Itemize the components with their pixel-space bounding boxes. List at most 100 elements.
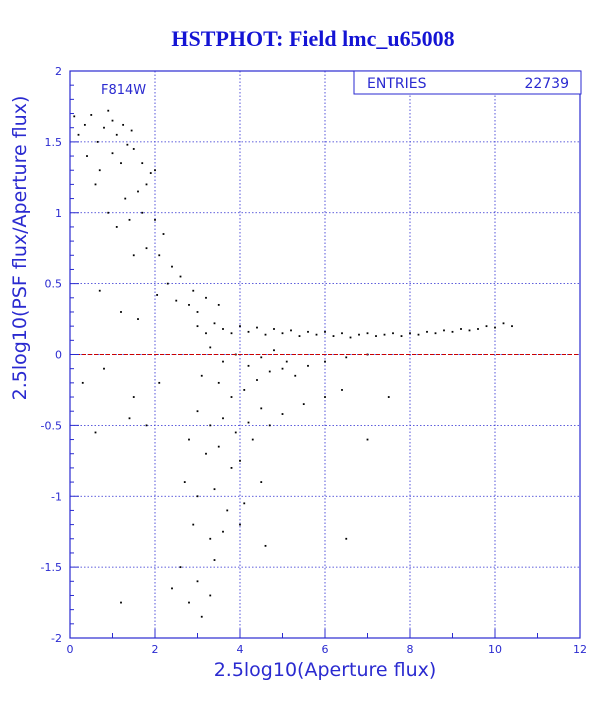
data-point	[302, 403, 305, 406]
stats-box-frame	[353, 70, 582, 95]
x-tick-label: 10	[488, 643, 502, 656]
data-point	[86, 155, 88, 157]
data-point	[107, 109, 110, 112]
data-point	[213, 488, 216, 491]
data-point	[243, 389, 246, 391]
data-point	[128, 417, 131, 420]
data-point	[171, 265, 173, 268]
data-point	[264, 333, 267, 336]
data-point	[324, 360, 326, 363]
x-tick-label: 0	[67, 643, 74, 656]
x-tick-label: 6	[322, 643, 329, 656]
data-point	[502, 322, 505, 325]
data-point	[247, 421, 250, 424]
data-point	[358, 333, 360, 336]
data-point	[192, 289, 195, 292]
data-point	[234, 431, 237, 434]
data-point	[107, 211, 110, 214]
y-tick-label: 2	[55, 65, 62, 78]
axis-ticks: 0 2 4 6 8 10 12 -2 -1.5 -1 -0.5 0 0.5 1 1.5 2	[41, 65, 587, 656]
data-point	[383, 333, 386, 336]
data-point	[122, 123, 125, 126]
data-point	[128, 218, 131, 221]
data-point	[156, 294, 159, 296]
data-point	[247, 330, 250, 333]
data-point	[366, 438, 369, 441]
data-point	[511, 325, 513, 328]
data-point	[145, 183, 148, 186]
data-point	[120, 162, 122, 165]
data-point	[179, 566, 182, 569]
data-point	[98, 169, 101, 172]
data-point	[145, 247, 148, 250]
data-point	[137, 318, 139, 320]
data-point	[392, 332, 394, 335]
data-point	[154, 218, 156, 221]
data-point	[315, 333, 318, 336]
data-point	[222, 360, 224, 363]
data-point	[324, 330, 326, 333]
data-point	[230, 467, 233, 469]
data-point	[375, 335, 377, 337]
data-point	[158, 381, 161, 384]
data-point	[217, 381, 220, 384]
data-point	[166, 282, 169, 285]
data-point	[183, 481, 186, 483]
data-point	[217, 445, 220, 448]
data-point	[77, 133, 80, 136]
data-point	[205, 296, 207, 299]
data-point	[222, 328, 224, 330]
data-point	[141, 162, 144, 165]
data-point	[188, 601, 190, 604]
data-point	[96, 140, 99, 143]
data-point	[260, 407, 263, 410]
data-point	[260, 481, 263, 483]
data-point	[83, 123, 86, 126]
data-point	[179, 275, 182, 278]
data-point	[341, 332, 343, 335]
data-point	[94, 183, 97, 186]
data-point	[196, 311, 199, 313]
x-tick-label: 12	[573, 643, 587, 656]
data-point	[103, 126, 105, 129]
data-point	[264, 544, 267, 547]
data-point	[324, 396, 326, 398]
data-point	[120, 311, 122, 313]
data-point	[434, 332, 437, 335]
data-point	[239, 459, 241, 462]
data-point	[111, 152, 114, 155]
data-point	[345, 537, 348, 540]
data-point	[196, 410, 199, 413]
x-tick-label: 2	[152, 643, 159, 656]
data-point	[268, 424, 271, 427]
data-point	[205, 452, 207, 455]
data-point	[281, 367, 284, 370]
data-point	[200, 615, 203, 618]
data-point	[247, 364, 250, 367]
data-point	[130, 129, 133, 132]
data-point	[230, 332, 233, 335]
data-point	[171, 587, 173, 590]
data-point	[209, 346, 212, 349]
data-point	[196, 495, 199, 498]
data-point	[294, 374, 297, 377]
data-point	[213, 322, 216, 325]
data-point	[298, 335, 301, 337]
stats-entries-label: ENTRIES	[367, 76, 427, 92]
y-tick-label: 0.5	[45, 278, 63, 291]
data-point	[409, 332, 411, 335]
data-point	[115, 226, 118, 228]
data-point	[209, 594, 212, 597]
data-point	[345, 356, 348, 359]
data-point	[366, 332, 369, 335]
data-point	[213, 559, 216, 561]
chart-title: HSTPHOT: Field lmc_u65008	[171, 26, 454, 51]
data-point	[494, 326, 496, 329]
data-point	[196, 325, 199, 328]
data-point	[145, 424, 148, 427]
data-point	[209, 424, 212, 427]
stats-box: ENTRIES 22739	[353, 70, 582, 95]
stats-entries-value: 22739	[524, 76, 569, 92]
data-point	[460, 328, 462, 330]
data-point	[239, 325, 241, 328]
